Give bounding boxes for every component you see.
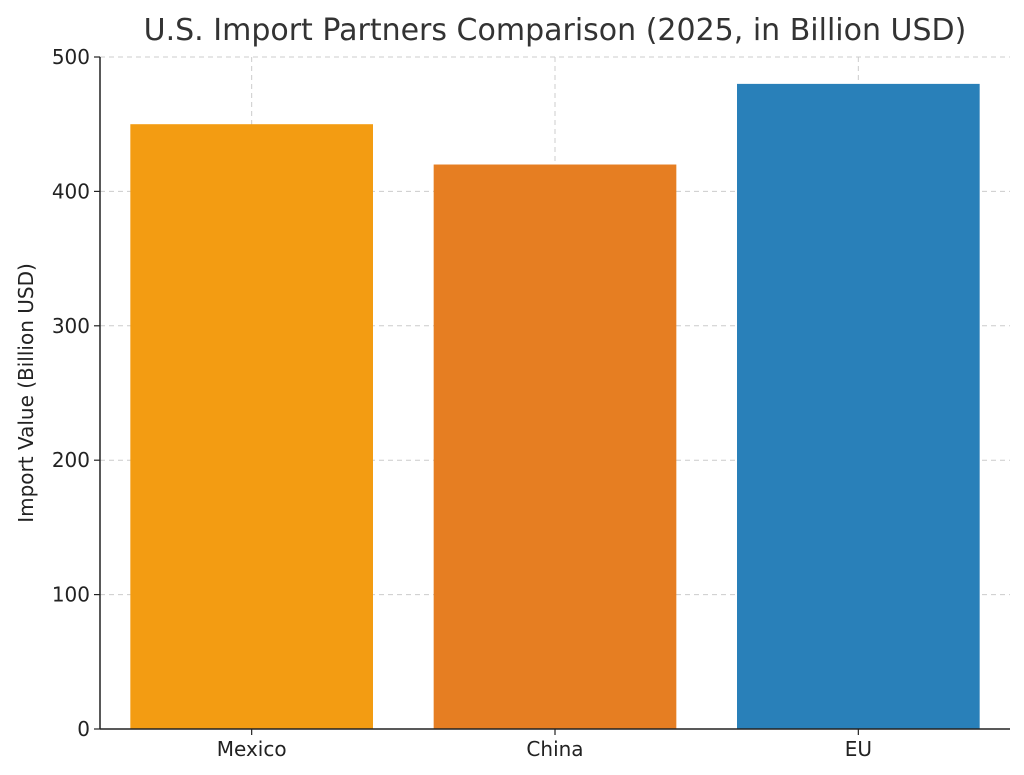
chart-title: U.S. Import Partners Comparison (2025, i… <box>144 13 967 48</box>
x-tick-label: EU <box>845 737 872 761</box>
x-tick-label: China <box>526 737 583 761</box>
y-tick-label: 0 <box>77 717 90 741</box>
y-tick-label: 300 <box>52 314 90 338</box>
y-tick-label: 500 <box>52 45 90 69</box>
bar-eu <box>737 83 980 729</box>
bar-china <box>433 164 677 729</box>
y-axis-label: Import Value (Billion USD) <box>14 263 38 523</box>
y-ticks: 0 100 200 300 400 500 <box>52 45 100 741</box>
y-tick-label: 100 <box>52 583 90 607</box>
x-ticks: Mexico China EU <box>217 729 872 761</box>
bars <box>130 83 980 729</box>
y-tick-label: 200 <box>52 448 90 472</box>
bar-mexico <box>130 124 373 729</box>
y-tick-label: 400 <box>52 179 90 203</box>
x-tick-label: Mexico <box>217 737 287 761</box>
